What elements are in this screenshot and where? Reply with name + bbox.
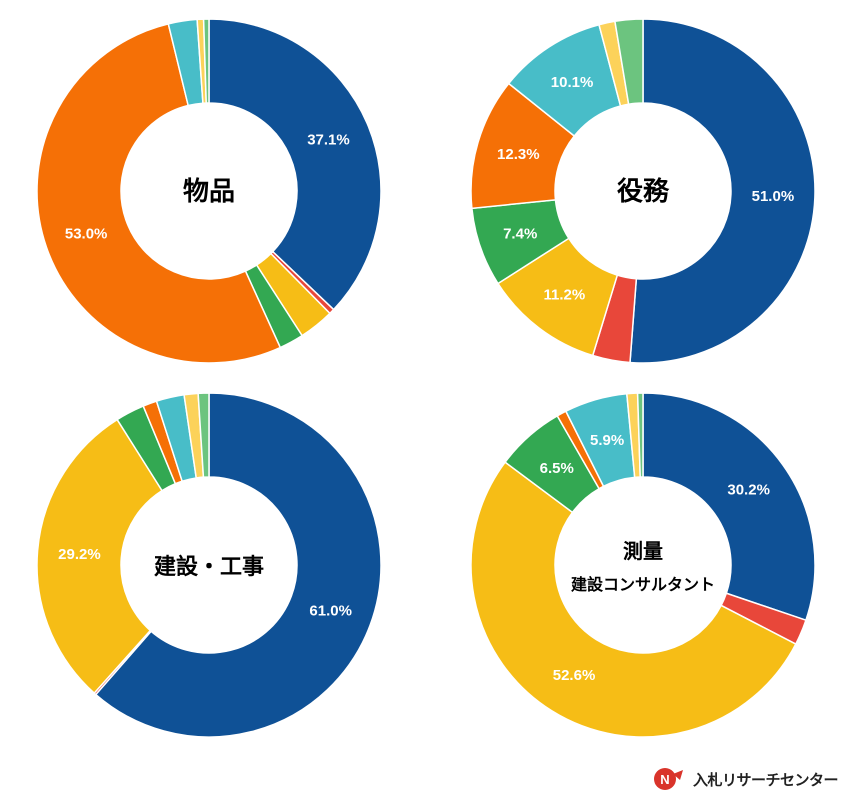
center-label: 建設・工事 (154, 554, 264, 580)
slice-orange (36, 22, 282, 364)
slice-blue (94, 392, 382, 738)
slice-blue (642, 392, 816, 622)
slice-lightgreen (636, 392, 644, 478)
center-label: 測量 (623, 539, 663, 563)
center-label: 役務 (617, 177, 670, 207)
slice-label: 29.2% (58, 546, 101, 563)
slice-lightgreen (197, 392, 210, 478)
slice-label: 52.6% (553, 667, 596, 684)
slice-label: 51.0% (752, 188, 795, 205)
center-label: 建設コンサルタント (571, 575, 715, 594)
slice-lightgreen (202, 18, 210, 104)
slice-label: 6.5% (540, 460, 574, 477)
center-label: 物品 (183, 177, 235, 207)
slice-label: 11.2% (543, 287, 585, 304)
donut-chart-1: 37.1% 53.0% 物品 (36, 18, 382, 364)
slice-label: 30.2% (727, 481, 770, 498)
brand-name: 入札リサーチセンター (692, 770, 839, 789)
slice-label: 5.9% (590, 432, 624, 449)
donut-chart-3: 61.0% 29.2% 建設・工事 (36, 392, 382, 738)
nr-logo-icon: N (653, 768, 683, 790)
slice-label: 53.0% (65, 225, 108, 242)
slice-label: 7.4% (503, 226, 537, 243)
slice-blue (629, 18, 816, 364)
slice-label: 37.1% (307, 132, 350, 149)
donut-chart-2: 51.0% 11.2% 7.4% 12.3% 10.1% 役務 (470, 18, 816, 364)
svg-text:N: N (660, 772, 669, 787)
slice-yellow (470, 461, 797, 738)
slice-lightgreen (614, 18, 644, 106)
slice-label: 12.3% (497, 146, 540, 163)
slice-yellow (36, 418, 164, 695)
brand-footer: N 入札リサーチセンター (653, 766, 839, 792)
slice-label: 61.0% (309, 603, 352, 620)
slice-label: 10.1% (551, 74, 594, 91)
slice-blue (208, 18, 382, 311)
